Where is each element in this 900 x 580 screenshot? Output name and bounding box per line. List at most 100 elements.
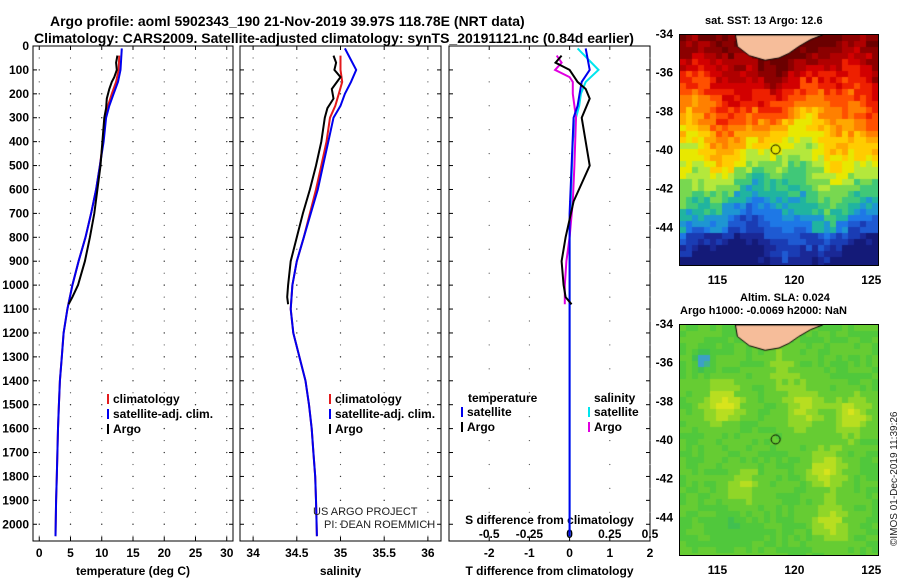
grid-dot [252, 403, 254, 406]
grid-dot [132, 296, 134, 298]
grid-dot [339, 320, 342, 322]
grid-dot [132, 236, 134, 239]
grid-dot [194, 320, 197, 322]
grid-dot [194, 487, 197, 489]
grid-dot [194, 93, 197, 95]
diff-legend-s-argo-label: Argo [594, 420, 622, 434]
grid-dot [69, 129, 72, 131]
grid-dot [383, 117, 385, 119]
grid-dot [427, 475, 429, 478]
sst-map[interactable] [679, 34, 879, 266]
grid-dot [296, 105, 298, 107]
grid-dot [252, 475, 254, 478]
grid-dot [427, 427, 429, 430]
grid-dot [194, 105, 197, 107]
grid-dot [488, 535, 490, 537]
grid-dot [38, 164, 40, 167]
grid-dot [252, 451, 254, 454]
grid-dot [194, 356, 197, 358]
grid-dot [101, 81, 103, 83]
grid-dot [296, 403, 298, 406]
x-tick-label: 15 [126, 546, 140, 560]
grid-dot [69, 176, 72, 179]
grid-dot [163, 200, 165, 203]
grid-dot [252, 153, 254, 155]
sal-satellite-line [289, 47, 358, 537]
credit-line-1: US ARGO PROJECT [313, 506, 418, 518]
grid-dot [252, 392, 254, 394]
grid-dot [427, 380, 429, 382]
grid-dot [163, 129, 165, 131]
grid-dot [383, 499, 385, 502]
grid-dot [427, 140, 429, 143]
grid-dot [649, 463, 651, 466]
sla-map[interactable] [679, 324, 879, 556]
grid-dot [226, 129, 228, 131]
grid-dot [649, 320, 651, 322]
y-tick-label: 1900 [2, 493, 29, 507]
grid-dot [194, 176, 197, 179]
grid-dot [252, 332, 254, 334]
map1-y-tick-label: -38 [656, 104, 674, 118]
grid-dot [132, 427, 134, 430]
grid-dot [609, 200, 611, 203]
grid-dot [528, 320, 531, 322]
grid-dot [132, 212, 134, 215]
grid-dot [69, 153, 72, 155]
grid-dot [383, 475, 385, 478]
grid-dot [609, 511, 611, 513]
grid-dot [101, 105, 103, 107]
grid-dot [69, 535, 72, 537]
grid-dot [609, 439, 611, 442]
grid-dot [383, 153, 385, 155]
x-tick-label: 34 [246, 546, 260, 560]
timestamp: ©IMOS 01-Dec-2019 11:39:26 [889, 411, 900, 546]
grid-dot [427, 439, 429, 442]
grid-dot [383, 296, 385, 298]
grid-dot [339, 129, 342, 131]
map2-y-tick-label: -44 [656, 510, 674, 524]
grid-dot [383, 523, 385, 525]
grid-dot [609, 129, 611, 131]
grid-dot [38, 487, 40, 489]
s-tick-label: 0.5 [642, 527, 659, 541]
diff-legend-s-sat-label: satellite [594, 405, 639, 419]
grid-dot [38, 392, 40, 394]
grid-dot [69, 439, 72, 442]
grid-dot [132, 272, 134, 274]
grid-dot [339, 535, 342, 537]
grid-dot [296, 356, 298, 358]
grid-dot [38, 69, 40, 71]
grid-dot [383, 188, 385, 191]
grid-dot [609, 344, 611, 346]
grid-dot [69, 499, 72, 502]
grid-dot [427, 224, 429, 226]
grid-dot [427, 320, 429, 322]
grid-dot [339, 140, 342, 143]
grid-dot [488, 57, 490, 59]
grid-dot [609, 248, 611, 250]
grid-dot [383, 81, 385, 83]
grid-dot [339, 236, 342, 239]
grid-dot [101, 296, 103, 298]
grid-dot [226, 153, 228, 155]
grid-dot [132, 129, 134, 131]
grid-dot [296, 164, 298, 167]
grid-dot [427, 284, 429, 286]
grid-dot [649, 272, 651, 274]
grid-dot [226, 392, 228, 394]
grid-dot [69, 320, 72, 322]
grid-dot [609, 416, 611, 418]
grid-dot [194, 153, 197, 155]
grid-dot [296, 188, 298, 191]
grid-dot [69, 344, 72, 346]
grid-dot [69, 392, 72, 394]
x-tick-label: 10 [95, 546, 109, 560]
grid-dot [69, 117, 72, 119]
grid-dot [383, 129, 385, 131]
grid-dot [38, 535, 40, 537]
grid-dot [194, 69, 197, 71]
grid-dot [252, 260, 254, 262]
grid-dot [101, 129, 103, 131]
grid-dot [132, 356, 134, 358]
